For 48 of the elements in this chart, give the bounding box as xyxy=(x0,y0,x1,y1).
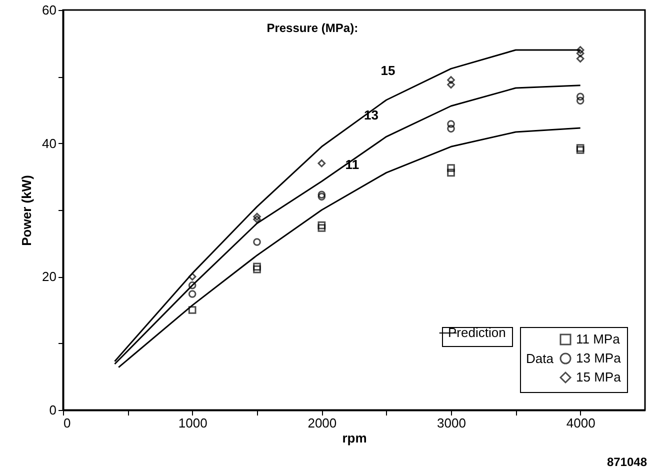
annotation: 13 xyxy=(364,108,378,123)
point xyxy=(188,272,196,281)
y-tick-label: 40 xyxy=(42,136,56,151)
x-axis-title: rpm xyxy=(342,430,367,446)
point xyxy=(253,262,261,271)
text: 871048 xyxy=(606,455,648,469)
point xyxy=(318,221,326,230)
legend-title: Data xyxy=(526,351,554,366)
y-tick-label: 60 xyxy=(42,2,56,18)
x-tick-label: 3000 xyxy=(437,416,466,430)
point xyxy=(253,212,261,221)
x-tick-label: 4000 xyxy=(566,416,596,430)
y-tick-label: 0 xyxy=(49,402,56,418)
point xyxy=(253,215,261,224)
point xyxy=(318,224,326,232)
point xyxy=(318,159,326,168)
point xyxy=(447,124,455,133)
x-tick-label: 0 xyxy=(64,416,71,430)
legend-label: 15 MPa xyxy=(576,370,622,384)
annotation: 11 xyxy=(345,157,360,172)
point xyxy=(576,92,584,101)
legend-label: 11 MPa xyxy=(576,332,621,346)
point xyxy=(447,80,455,89)
point xyxy=(447,120,455,128)
point xyxy=(447,168,455,177)
point xyxy=(447,164,455,172)
x-tick-label: 1000 xyxy=(178,416,208,430)
y-tick-label: 20 xyxy=(42,269,56,284)
y-axis-title: Power (kW) xyxy=(19,175,34,246)
point xyxy=(318,190,326,199)
point xyxy=(188,290,196,298)
text: Prediction xyxy=(448,325,506,340)
point xyxy=(253,238,261,246)
point xyxy=(576,49,584,58)
point xyxy=(576,54,584,63)
point xyxy=(576,144,584,152)
point xyxy=(447,76,455,84)
point xyxy=(576,96,584,105)
point xyxy=(188,281,196,290)
annotation: Pressure (MPa): xyxy=(266,21,358,35)
point xyxy=(576,46,584,54)
point xyxy=(576,146,584,154)
point xyxy=(253,265,261,274)
x-tick-label: 2000 xyxy=(308,416,337,430)
point xyxy=(188,306,196,314)
annotation: 15 xyxy=(380,63,396,78)
point xyxy=(318,192,326,201)
legend-label: 13 MPa xyxy=(576,350,622,366)
